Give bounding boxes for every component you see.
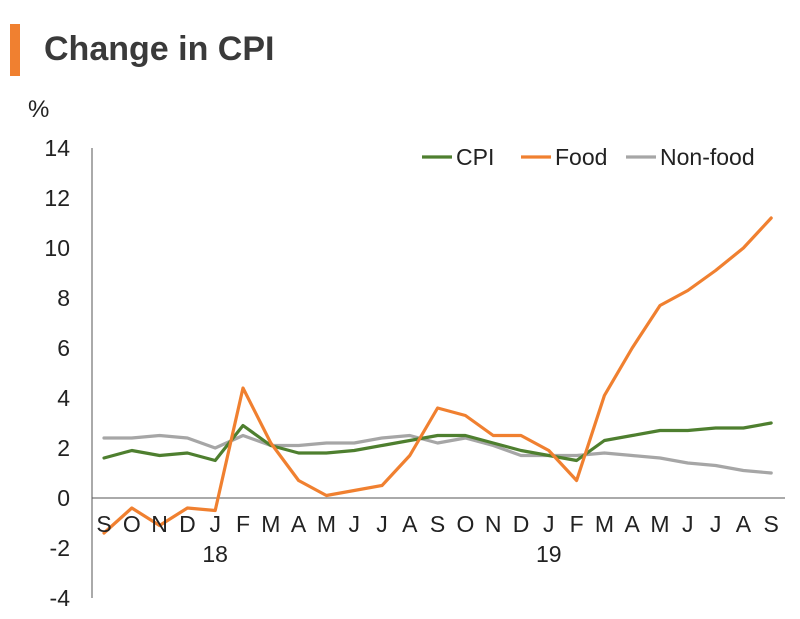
x-tick-label: F xyxy=(570,511,584,537)
y-tick-label: 12 xyxy=(44,185,70,211)
y-tick-label: 6 xyxy=(57,335,70,361)
y-tick-label: 10 xyxy=(44,235,70,261)
x-tick-label: A xyxy=(625,511,641,537)
x-tick-label: M xyxy=(650,511,669,537)
y-tick-label: 4 xyxy=(57,385,70,411)
series-line-cpi xyxy=(102,421,773,463)
x-tick-label: D xyxy=(513,511,530,537)
x-tick-label: J xyxy=(543,511,555,537)
x-tick-label: M xyxy=(317,511,336,537)
x-tick-label: S xyxy=(764,511,779,537)
x-tick-label: J xyxy=(209,511,221,537)
y-axis-unit: % xyxy=(28,96,50,123)
x-tick-label: M xyxy=(595,511,614,537)
x-tick-label: M xyxy=(261,511,280,537)
x-tick-label: J xyxy=(348,511,360,537)
x-tick-label: J xyxy=(376,511,388,537)
x-tick-label: J xyxy=(710,511,722,537)
x-tick-label: F xyxy=(236,511,250,537)
x-tick-label: D xyxy=(179,511,196,537)
y-tick-label: 0 xyxy=(57,485,70,511)
x-tick-label: N xyxy=(151,511,168,537)
x-tick-label: S xyxy=(96,511,111,537)
x-tick-label: N xyxy=(485,511,502,537)
series-line-non-food xyxy=(102,433,773,475)
x-tick-label: A xyxy=(291,511,307,537)
legend-label-non-food: Non-food xyxy=(660,144,755,170)
series-line-food xyxy=(102,216,773,535)
y-tick-label: -4 xyxy=(50,585,71,611)
y-tick-label: -2 xyxy=(50,535,70,561)
legend-label-food: Food xyxy=(555,144,607,170)
y-tick-label: 2 xyxy=(57,435,70,461)
chart-title: Change in CPI xyxy=(44,30,275,68)
x-tick-label: S xyxy=(430,511,445,537)
y-tick-label: 14 xyxy=(44,135,70,161)
x-tick-label: O xyxy=(456,511,474,537)
year-label: 18 xyxy=(202,541,228,567)
year-label: 19 xyxy=(536,541,562,567)
x-tick-label: O xyxy=(123,511,141,537)
y-tick-label: 8 xyxy=(57,285,70,311)
legend-label-cpi: CPI xyxy=(456,144,494,170)
x-tick-label: J xyxy=(682,511,694,537)
x-tick-label: A xyxy=(736,511,752,537)
x-tick-label: A xyxy=(402,511,418,537)
title-accent-bar xyxy=(10,24,20,76)
